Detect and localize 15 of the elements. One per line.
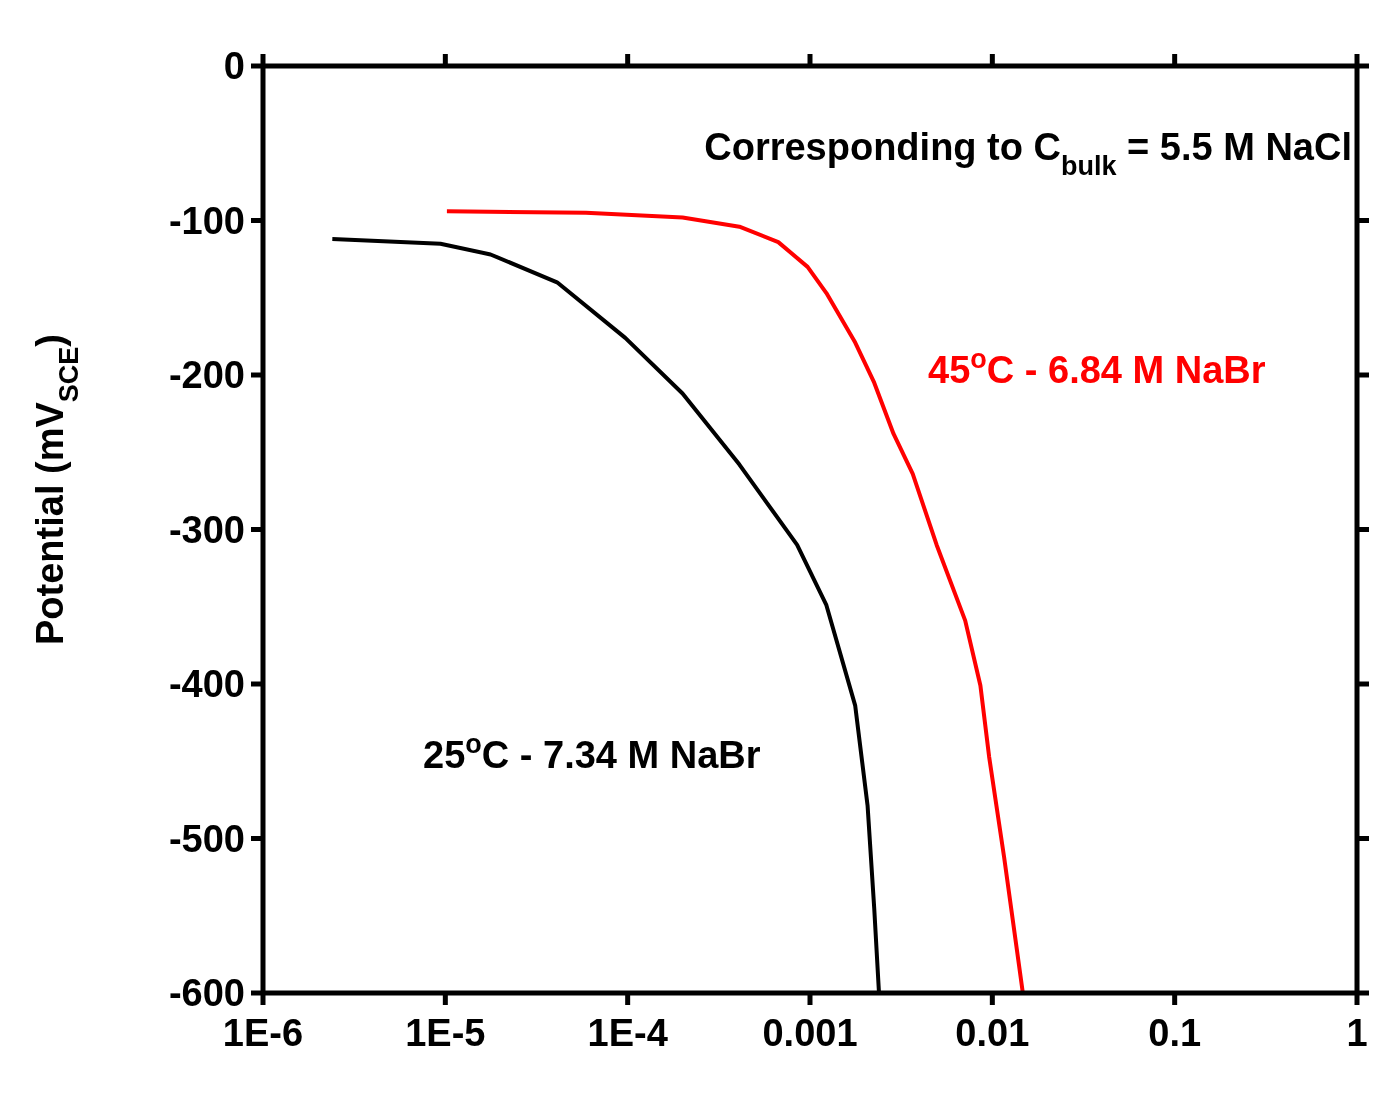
y-tick-label: -500	[168, 817, 245, 860]
x-tick-label: 0.1	[1148, 1011, 1202, 1054]
y-tick-label: -400	[168, 663, 245, 706]
y-tick-label: -100	[168, 199, 245, 242]
y-tick-label: -300	[168, 508, 245, 551]
x-tick-label: 1E-5	[405, 1011, 486, 1054]
series-label: 45$^{o}$C - 6.84 M NaBr	[928, 344, 1266, 391]
text: 25$^{o}$C - 7.34 M NaBr	[423, 729, 761, 776]
annotation: Corresponding to C$_{bulk}$ = 5.5 M NaCl	[704, 126, 1352, 181]
x-tick-label: 0.001	[762, 1011, 858, 1054]
x-tick-label: 1E-4	[587, 1011, 668, 1054]
x-tick-label: 1	[1346, 1011, 1368, 1054]
x-tick-label: 0.01	[955, 1011, 1030, 1054]
y-tick-label: -200	[168, 354, 245, 397]
y-tick-label: 0	[223, 45, 245, 88]
